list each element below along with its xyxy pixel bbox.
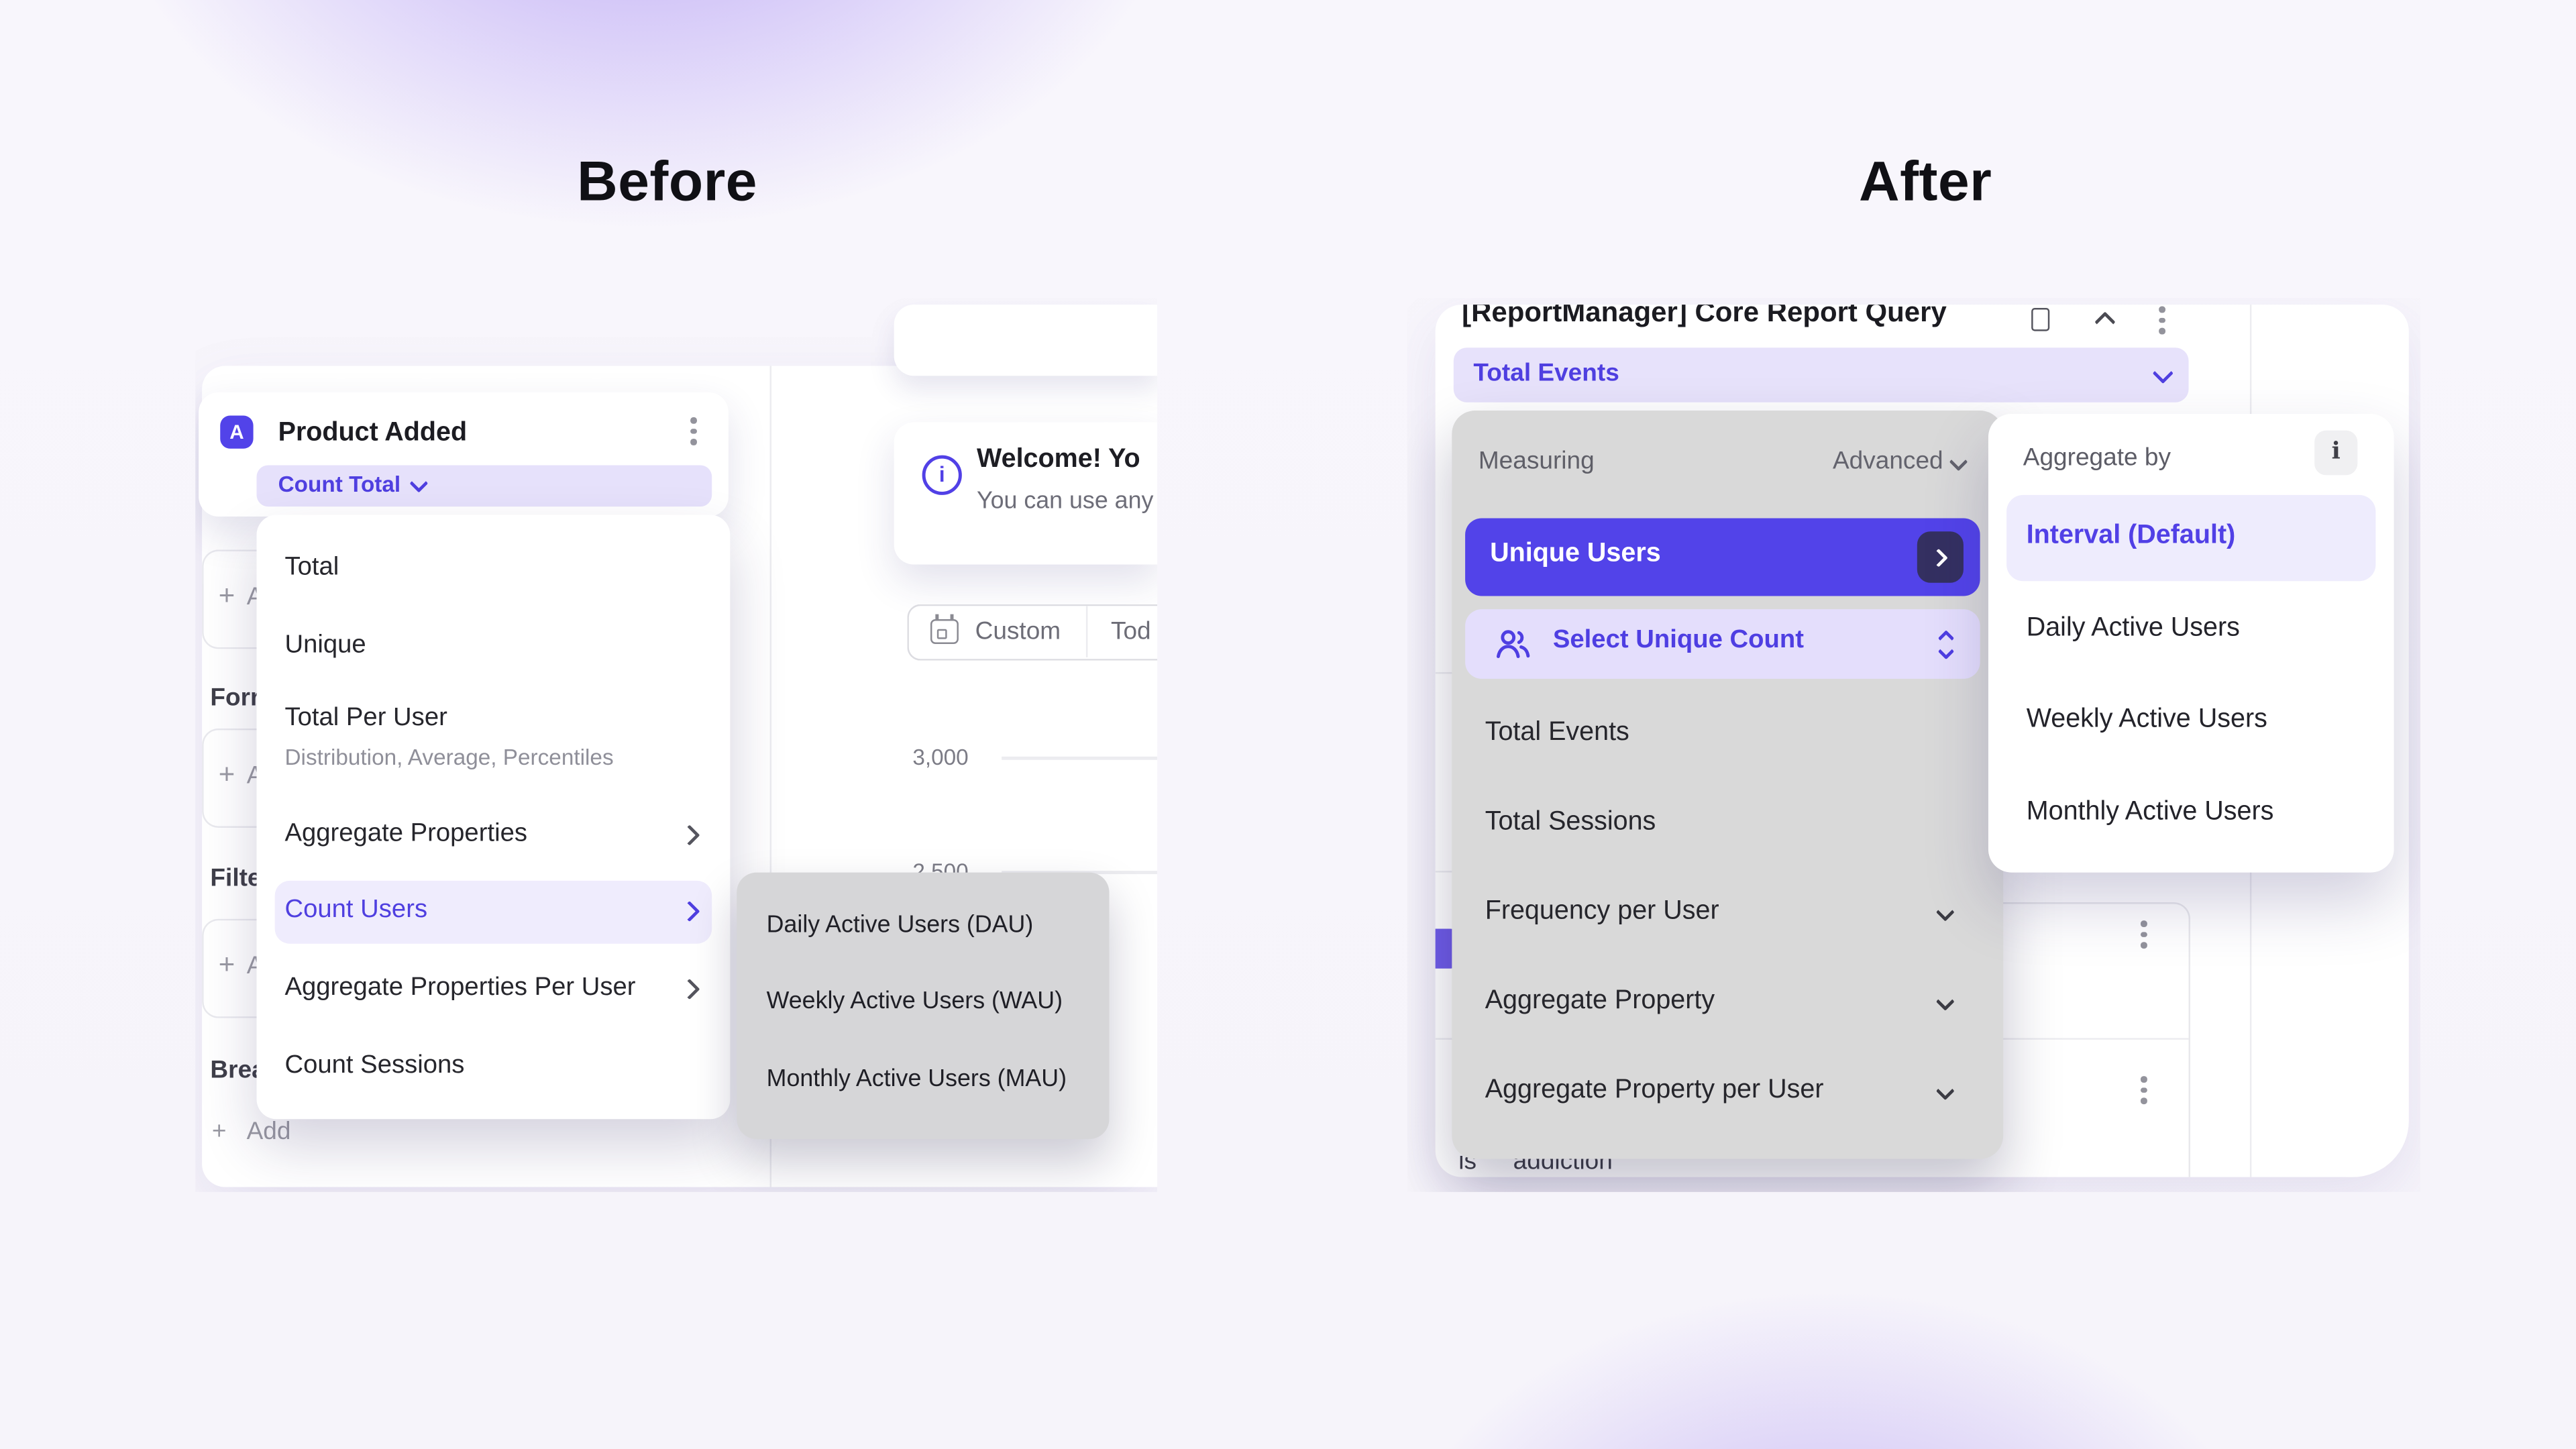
before-mockup: + A Forr + A Filte + A Brea + Add 3,000 … [195,298,1158,1192]
measurement-pill[interactable]: Count Total [256,465,712,507]
select-unique-count[interactable]: Select Unique Count [1465,609,1980,679]
menu-item-unique[interactable]: Unique [284,631,366,659]
menu-item-count-users-label: Count Users [284,896,428,924]
chevron-right-icon [679,978,700,1000]
measuring-label: Measuring [1478,447,1595,476]
kebab-menu-icon[interactable] [2140,1076,2147,1104]
event-select[interactable]: Total Events [1453,347,2189,402]
measurement-pill-label: Count Total [278,472,401,497]
copy-icon[interactable] [2031,308,2050,331]
advanced-toggle[interactable]: Advanced [1832,447,1943,476]
rail-section-filters: Filte [210,864,262,893]
chevron-right-icon [679,900,700,922]
measurement-menu: Total Unique Total Per User Distribution… [256,515,731,1120]
event-select-value: Total Events [1473,359,1619,388]
kebab-menu-icon[interactable] [2159,306,2165,334]
rail-add-row[interactable]: + A [202,549,263,649]
event-card: A Product Added Count Total [199,392,729,517]
panel-divider [769,366,772,1187]
row-divider [1435,672,1456,674]
aggregate-option-mau[interactable]: Monthly Active Users [2026,798,2274,826]
menu-item-aggregate-property[interactable]: Aggregate Property [1485,986,1715,1015]
welcome-body: You can use any [977,488,1154,515]
aggregate-option-wau[interactable]: Weekly Active Users [2026,705,2267,734]
query-title: [ReportManager] Core Report Query [1462,305,1947,328]
rail-section-breakdown: Brea [210,1056,266,1085]
measuring-menu: Measuring Advanced Unique Users Select U… [1452,411,2004,1159]
submenu-item-mau[interactable]: Monthly Active Users (MAU) [766,1066,1067,1093]
menu-item-count-sessions[interactable]: Count Sessions [284,1051,465,1080]
aggregate-option-dau[interactable]: Daily Active Users [2026,614,2240,643]
rail-add-row[interactable]: + A [202,918,263,1018]
event-title: Product Added [278,419,468,447]
row-divider [1435,871,1456,873]
menu-item-total-events[interactable]: Total Events [1485,718,1629,747]
aggregate-by-panel: Aggregate by i Interval (Default) Daily … [1988,413,2394,873]
after-heading: After [1859,150,1992,214]
count-users-submenu: Daily Active Users (DAU) Weekly Active U… [737,872,1110,1139]
event-letter-badge: A [220,415,254,449]
chevron-down-icon [409,474,429,493]
gridline [1002,756,1158,760]
aggregate-by-title: Aggregate by [2023,443,2171,472]
before-heading: Before [577,150,757,214]
add-button-label: Add [246,1117,291,1146]
add-button[interactable]: + Add [212,1118,291,1146]
chevron-down-icon [1935,902,1955,922]
chevron-down-icon [1949,452,1968,472]
custom-range-button[interactable]: Custom [975,617,1061,646]
aggregate-option-label: Interval (Default) [2026,521,2236,550]
menu-item-aggregate-properties-per-user[interactable]: Aggregate Properties Per User [284,973,636,1002]
submenu-item-wau[interactable]: Weekly Active Users (WAU) [766,988,1063,1015]
chevron-right-icon [679,824,700,846]
select-unique-count-label: Select Unique Count [1552,625,1804,654]
welcome-banner: i Welcome! Yo You can use any [894,422,1158,565]
calendar-icon [930,614,959,645]
unique-users-button[interactable]: Unique Users [1465,518,1980,596]
menu-item-aggregate-properties[interactable]: Aggregate Properties [284,819,527,848]
kebab-menu-icon[interactable] [690,417,696,445]
chevron-up-icon[interactable] [2094,311,2116,333]
chevron-down-icon [2152,362,2174,384]
chevron-down-icon [1935,992,1955,1012]
menu-item-total[interactable]: Total [284,553,339,582]
plus-icon: + [218,949,235,980]
info-circle-icon: i [922,455,962,495]
plus-icon: + [218,579,235,611]
submenu-item-dau[interactable]: Daily Active Users (DAU) [766,912,1034,939]
after-mockup: a a a [ReportManager] Core Report Query … [1407,298,2420,1192]
unique-users-label: Unique Users [1490,539,1661,568]
welcome-title: Welcome! Yo [977,445,1140,474]
plus-icon: + [218,758,235,790]
rail-add-row[interactable]: + A [202,728,263,828]
y-axis-tick: 3,000 [912,745,969,770]
rail-section-formulas: Forr [210,684,260,712]
menu-item-count-users[interactable]: Count Users [274,880,712,944]
chevron-down-icon [1935,1081,1955,1101]
menu-item-sublabel: Distribution, Average, Percentiles [284,745,614,770]
plus-icon: + [211,1117,227,1146]
clipped-top-card [894,305,1158,376]
aggregate-option-interval[interactable]: Interval (Default) [2006,494,2376,582]
menu-item-aggregate-property-per-user[interactable]: Aggregate Property per User [1485,1076,1824,1105]
menu-item-total-sessions[interactable]: Total Sessions [1485,808,1656,837]
info-icon[interactable]: i [2314,430,2358,476]
today-button[interactable]: Tod [1110,617,1151,646]
toolbar-divider [1085,606,1088,657]
menu-item-total-per-user[interactable]: Total Per User [284,703,447,732]
users-icon [1496,630,1530,658]
kebab-menu-icon[interactable] [2140,920,2147,949]
date-range-toolbar: Custom Tod [907,604,1158,661]
menu-item-frequency-per-user[interactable]: Frequency per User [1485,897,1719,926]
expand-chip[interactable] [1917,531,1964,583]
